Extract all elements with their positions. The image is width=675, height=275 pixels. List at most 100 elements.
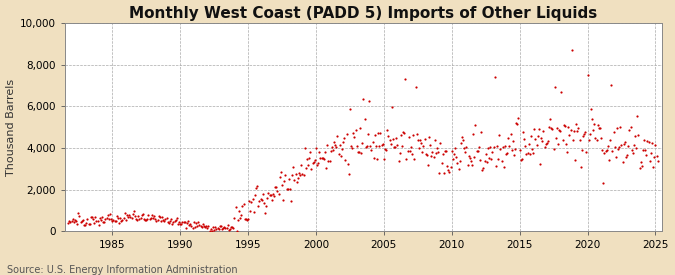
Point [252,184,263,188]
Point [539,145,550,149]
Point [391,136,402,141]
Point [132,218,142,222]
Point [184,223,194,227]
Point [176,222,187,226]
Point [356,150,367,155]
Point [564,133,575,138]
Point [481,152,491,157]
Point [334,143,345,147]
Point [582,73,593,77]
Point [449,152,460,156]
Point [448,157,458,161]
Point [203,224,214,229]
Point [486,157,497,161]
Point [472,148,483,153]
Point [178,220,189,224]
Point [596,135,607,140]
Point [210,225,221,229]
Point [406,145,416,149]
Point [192,223,202,228]
Point [394,151,405,155]
Point [166,216,177,221]
Point [496,158,507,163]
Point [238,202,249,206]
Point [271,185,281,189]
Point [125,215,136,219]
Point [358,96,369,101]
Point [340,157,351,162]
Point [274,175,285,179]
Point [549,85,560,89]
Point [404,149,415,153]
Point [530,137,541,141]
Point [628,143,639,147]
Point [375,131,386,135]
Point [367,140,378,144]
Point [269,194,279,199]
Point [359,117,370,121]
Point [282,187,293,191]
Point [315,156,326,160]
Point [300,166,311,170]
Point [642,139,653,143]
Point [433,150,443,154]
Point [228,226,239,230]
Point [105,212,115,216]
Point [92,219,103,223]
Point [98,220,109,224]
Point [555,128,566,133]
Point [537,139,547,143]
Point [613,147,624,151]
Point [74,213,85,218]
Point [489,75,500,79]
Point [130,214,140,219]
Point [260,211,271,215]
Point [209,227,219,232]
Point [484,156,495,161]
Point [439,170,450,175]
Point [442,164,453,168]
Point [250,186,261,191]
Point [313,161,323,165]
Point [526,133,537,138]
Point [207,229,217,233]
Point [389,144,400,149]
Point [73,211,84,216]
Point [158,218,169,223]
Point [128,209,139,213]
Point [497,145,508,149]
Point [610,144,620,149]
Point [347,145,358,150]
Point [173,222,184,226]
Point [218,226,229,230]
Point [624,127,634,132]
Point [279,178,290,183]
Point [632,114,643,118]
Point [273,192,284,196]
Point [508,139,518,143]
Point [297,172,308,176]
Point [504,144,515,148]
Point [639,138,649,142]
Point [551,126,562,131]
Point [541,141,552,145]
Point [213,227,224,232]
Point [622,153,632,157]
Title: Monthly West Coast (PADD 5) Imports of Other Liquids: Monthly West Coast (PADD 5) Imports of O… [130,6,597,21]
Point [70,218,80,222]
Point [197,222,208,226]
Point [234,209,244,213]
Point [285,187,296,191]
Point [463,154,474,158]
Point [425,143,435,147]
Point [280,173,291,178]
Point [553,142,564,146]
Point [182,221,192,226]
Point [523,142,534,147]
Point [377,142,388,146]
Point [533,134,543,138]
Point [547,127,558,131]
Point [400,77,411,81]
Point [466,159,477,163]
Point [113,221,124,225]
